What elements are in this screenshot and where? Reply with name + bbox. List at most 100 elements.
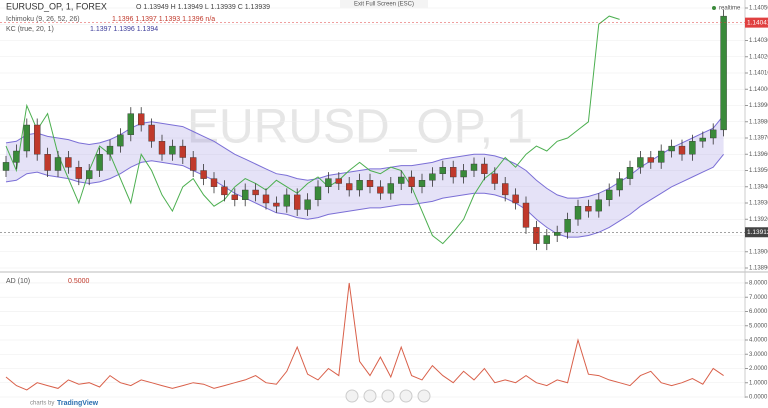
y-tick-label: 1.13940 (749, 184, 768, 190)
candle-body (294, 194, 301, 210)
candle-body (179, 145, 187, 158)
candle-body (668, 145, 675, 152)
candle-body (96, 154, 103, 171)
y-tick-label: 1.13900 (749, 249, 768, 255)
price-label: 1.13912 (747, 229, 768, 236)
y-tick-label: 2.0000 (749, 366, 768, 372)
candle-body (720, 15, 727, 131)
candle-body (450, 167, 457, 178)
y-tick-label: 1.14050 (749, 6, 768, 12)
candle-body (314, 186, 322, 200)
y-tick-label: 1.13980 (749, 119, 768, 125)
candle-body (117, 134, 124, 147)
keltner-lower (5, 153, 724, 238)
y-tick-label: 1.14030 (749, 38, 768, 44)
price-label-bg (745, 17, 768, 28)
candle-body (606, 189, 613, 200)
candle-body (616, 178, 623, 191)
exit-button[interactable] (340, 0, 428, 8)
candle-body (34, 124, 41, 155)
candle-body (158, 141, 166, 155)
indicator-name: AD (10) (6, 278, 30, 285)
candle-body (637, 157, 644, 168)
indicator-line (5, 282, 724, 391)
y-tick-label: 1.13990 (749, 103, 768, 109)
candle-body (481, 163, 488, 174)
candle-body (241, 189, 249, 200)
candle-body (377, 186, 384, 194)
ohlc-legend: O 1.13949 H 1.13949 L 1.13939 C 1.13939 (136, 4, 270, 11)
y-tick-label: 1.14000 (749, 87, 768, 93)
candle-body (262, 194, 270, 204)
candle-body (460, 170, 467, 178)
candle-body (13, 150, 20, 163)
footer-bg (0, 399, 120, 408)
candle-body (689, 141, 696, 155)
nav-button[interactable] (381, 389, 395, 403)
candle-body (283, 194, 290, 207)
realtime-dot (712, 6, 716, 10)
nav-button[interactable] (399, 389, 413, 403)
footer-text: charts by (30, 401, 54, 407)
y-tick-label: 1.0000 (749, 380, 768, 386)
candle-body (75, 167, 83, 179)
candle-body (54, 157, 62, 171)
candle-body (200, 170, 207, 179)
candle-body (512, 194, 519, 204)
candle-body (137, 113, 145, 126)
candle-body (574, 206, 582, 220)
indicator-value: 0.5000 (68, 278, 90, 285)
nav-button[interactable] (363, 389, 377, 403)
candle-body (595, 199, 602, 212)
candle-body (169, 145, 176, 155)
y-tick-label: 7.0000 (749, 295, 768, 301)
candle-body (699, 137, 706, 142)
candle-body (398, 176, 405, 184)
candle-body (491, 173, 498, 184)
y-tick-label: 8.0000 (749, 281, 768, 287)
watermark: EURUSD_OP, 1 (187, 101, 533, 154)
y-tick-label: 1.13920 (749, 217, 768, 223)
nav-button[interactable] (417, 389, 431, 403)
indicator-name: Ichimoku (9, 26, 52, 26) (6, 16, 80, 23)
y-tick-label: 3.0000 (749, 352, 768, 358)
y-tick-label: 0.0000 (749, 395, 768, 401)
candle-body (356, 180, 363, 191)
y-tick-label: 1.14010 (749, 71, 768, 77)
candle-body (273, 202, 280, 207)
candle-body (221, 186, 228, 196)
candle-body (65, 157, 72, 168)
keltner-upper (5, 114, 724, 199)
y-tick-label: 1.13970 (749, 136, 768, 142)
candle-body (439, 167, 446, 174)
nav-button[interactable] (345, 389, 359, 403)
candle-body (533, 227, 540, 244)
candle-body (189, 157, 197, 171)
candle-body (210, 178, 218, 187)
candle-body (335, 178, 342, 184)
y-tick-label: 1.13960 (749, 152, 768, 158)
footer-brand[interactable]: TradingView (57, 400, 99, 407)
realtime-label: realtime (719, 6, 741, 12)
candle-body (429, 173, 436, 181)
candle-body (647, 157, 654, 163)
candle-body (418, 180, 426, 187)
candle-body (106, 145, 114, 155)
candle-body (522, 202, 530, 228)
candle-body (23, 124, 30, 152)
candle-body (408, 176, 415, 187)
nav-buttons (345, 389, 431, 403)
y-tick-label: 4.0000 (749, 338, 768, 344)
y-tick-label: 1.13890 (749, 266, 768, 272)
exit-text[interactable]: Exit Full Screen (ESC) (354, 2, 414, 8)
candle-body (231, 194, 239, 200)
price-label-bg (745, 227, 768, 238)
candle-body (658, 150, 665, 163)
symbol-title: EURUSD_OP, 1, FOREX (6, 1, 107, 11)
candle-body (304, 199, 311, 210)
candle-body (678, 145, 686, 155)
candle-body (387, 183, 394, 194)
indicator-name: KC (true, 20, 1) (6, 26, 54, 33)
